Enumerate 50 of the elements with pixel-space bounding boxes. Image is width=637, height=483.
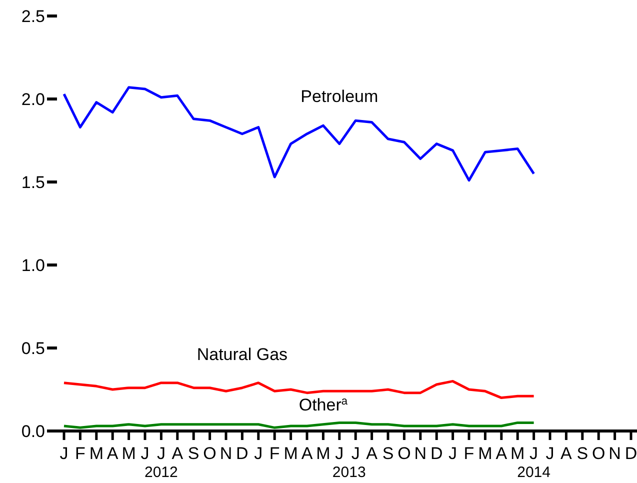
x-tick-label: J [546, 444, 554, 463]
x-tick-label: F [269, 444, 280, 463]
x-tick-label: D [236, 444, 248, 463]
y-tick-label: 0.0 [21, 422, 45, 441]
x-tick-label: O [592, 444, 606, 463]
series-label: Petroleum [300, 86, 378, 106]
y-tick-label: 2.0 [21, 90, 45, 109]
series-label: Other$^{a}$ [298, 395, 348, 414]
x-tick-label: N [608, 444, 621, 463]
x-tick-label: J [351, 444, 360, 463]
x-tick-label: J [156, 444, 166, 463]
x-tick-label: M [478, 444, 492, 463]
x-tick-label: J [60, 444, 68, 463]
x-tick-label: O [203, 444, 216, 463]
x-tick-label: J [530, 444, 538, 463]
x-tick-label: F [75, 444, 86, 463]
x-tick-label: M [284, 444, 298, 463]
x-tick-label: N [220, 444, 232, 463]
x-tick-label: A [301, 444, 314, 463]
text: 2012 [144, 464, 178, 481]
line-series [62, 380, 536, 400]
x-tick-label: M [89, 444, 104, 463]
y-tick-label: 1.5 [21, 172, 45, 192]
x-tick-label: J [448, 444, 458, 463]
x-tick-label: A [106, 444, 119, 463]
x-tick-label: J [254, 444, 263, 463]
x-tick-label: J [140, 444, 150, 463]
x-tick-label: M [316, 444, 330, 463]
y-tick-label: 2.5 [21, 6, 45, 26]
x-tick-label: M [510, 444, 525, 463]
x-tick-label: A [496, 444, 508, 463]
x-tick-label: S [382, 444, 394, 463]
x-tick-label: O [398, 444, 411, 463]
x-tick-label: A [366, 444, 378, 463]
y-tick-label: 0.5 [21, 338, 45, 358]
x-tick-label: D [430, 444, 443, 463]
series-label: Natural Gas [196, 344, 288, 364]
x-tick-label: D [624, 444, 637, 463]
text: 2013 [332, 464, 366, 481]
x-tick-label: M [122, 444, 136, 463]
x-tick-label: J [335, 444, 344, 463]
x-tick-label: F [464, 444, 474, 463]
x-tick-label: S [188, 444, 200, 463]
line-series [62, 86, 536, 182]
x-tick-label: S [576, 444, 588, 463]
y-tick-label: 1.0 [21, 256, 45, 275]
x-tick-label: A [560, 444, 573, 463]
text: 2014 [517, 464, 550, 481]
x-tick-label: A [172, 444, 184, 463]
x-tick-label: N [414, 444, 427, 463]
